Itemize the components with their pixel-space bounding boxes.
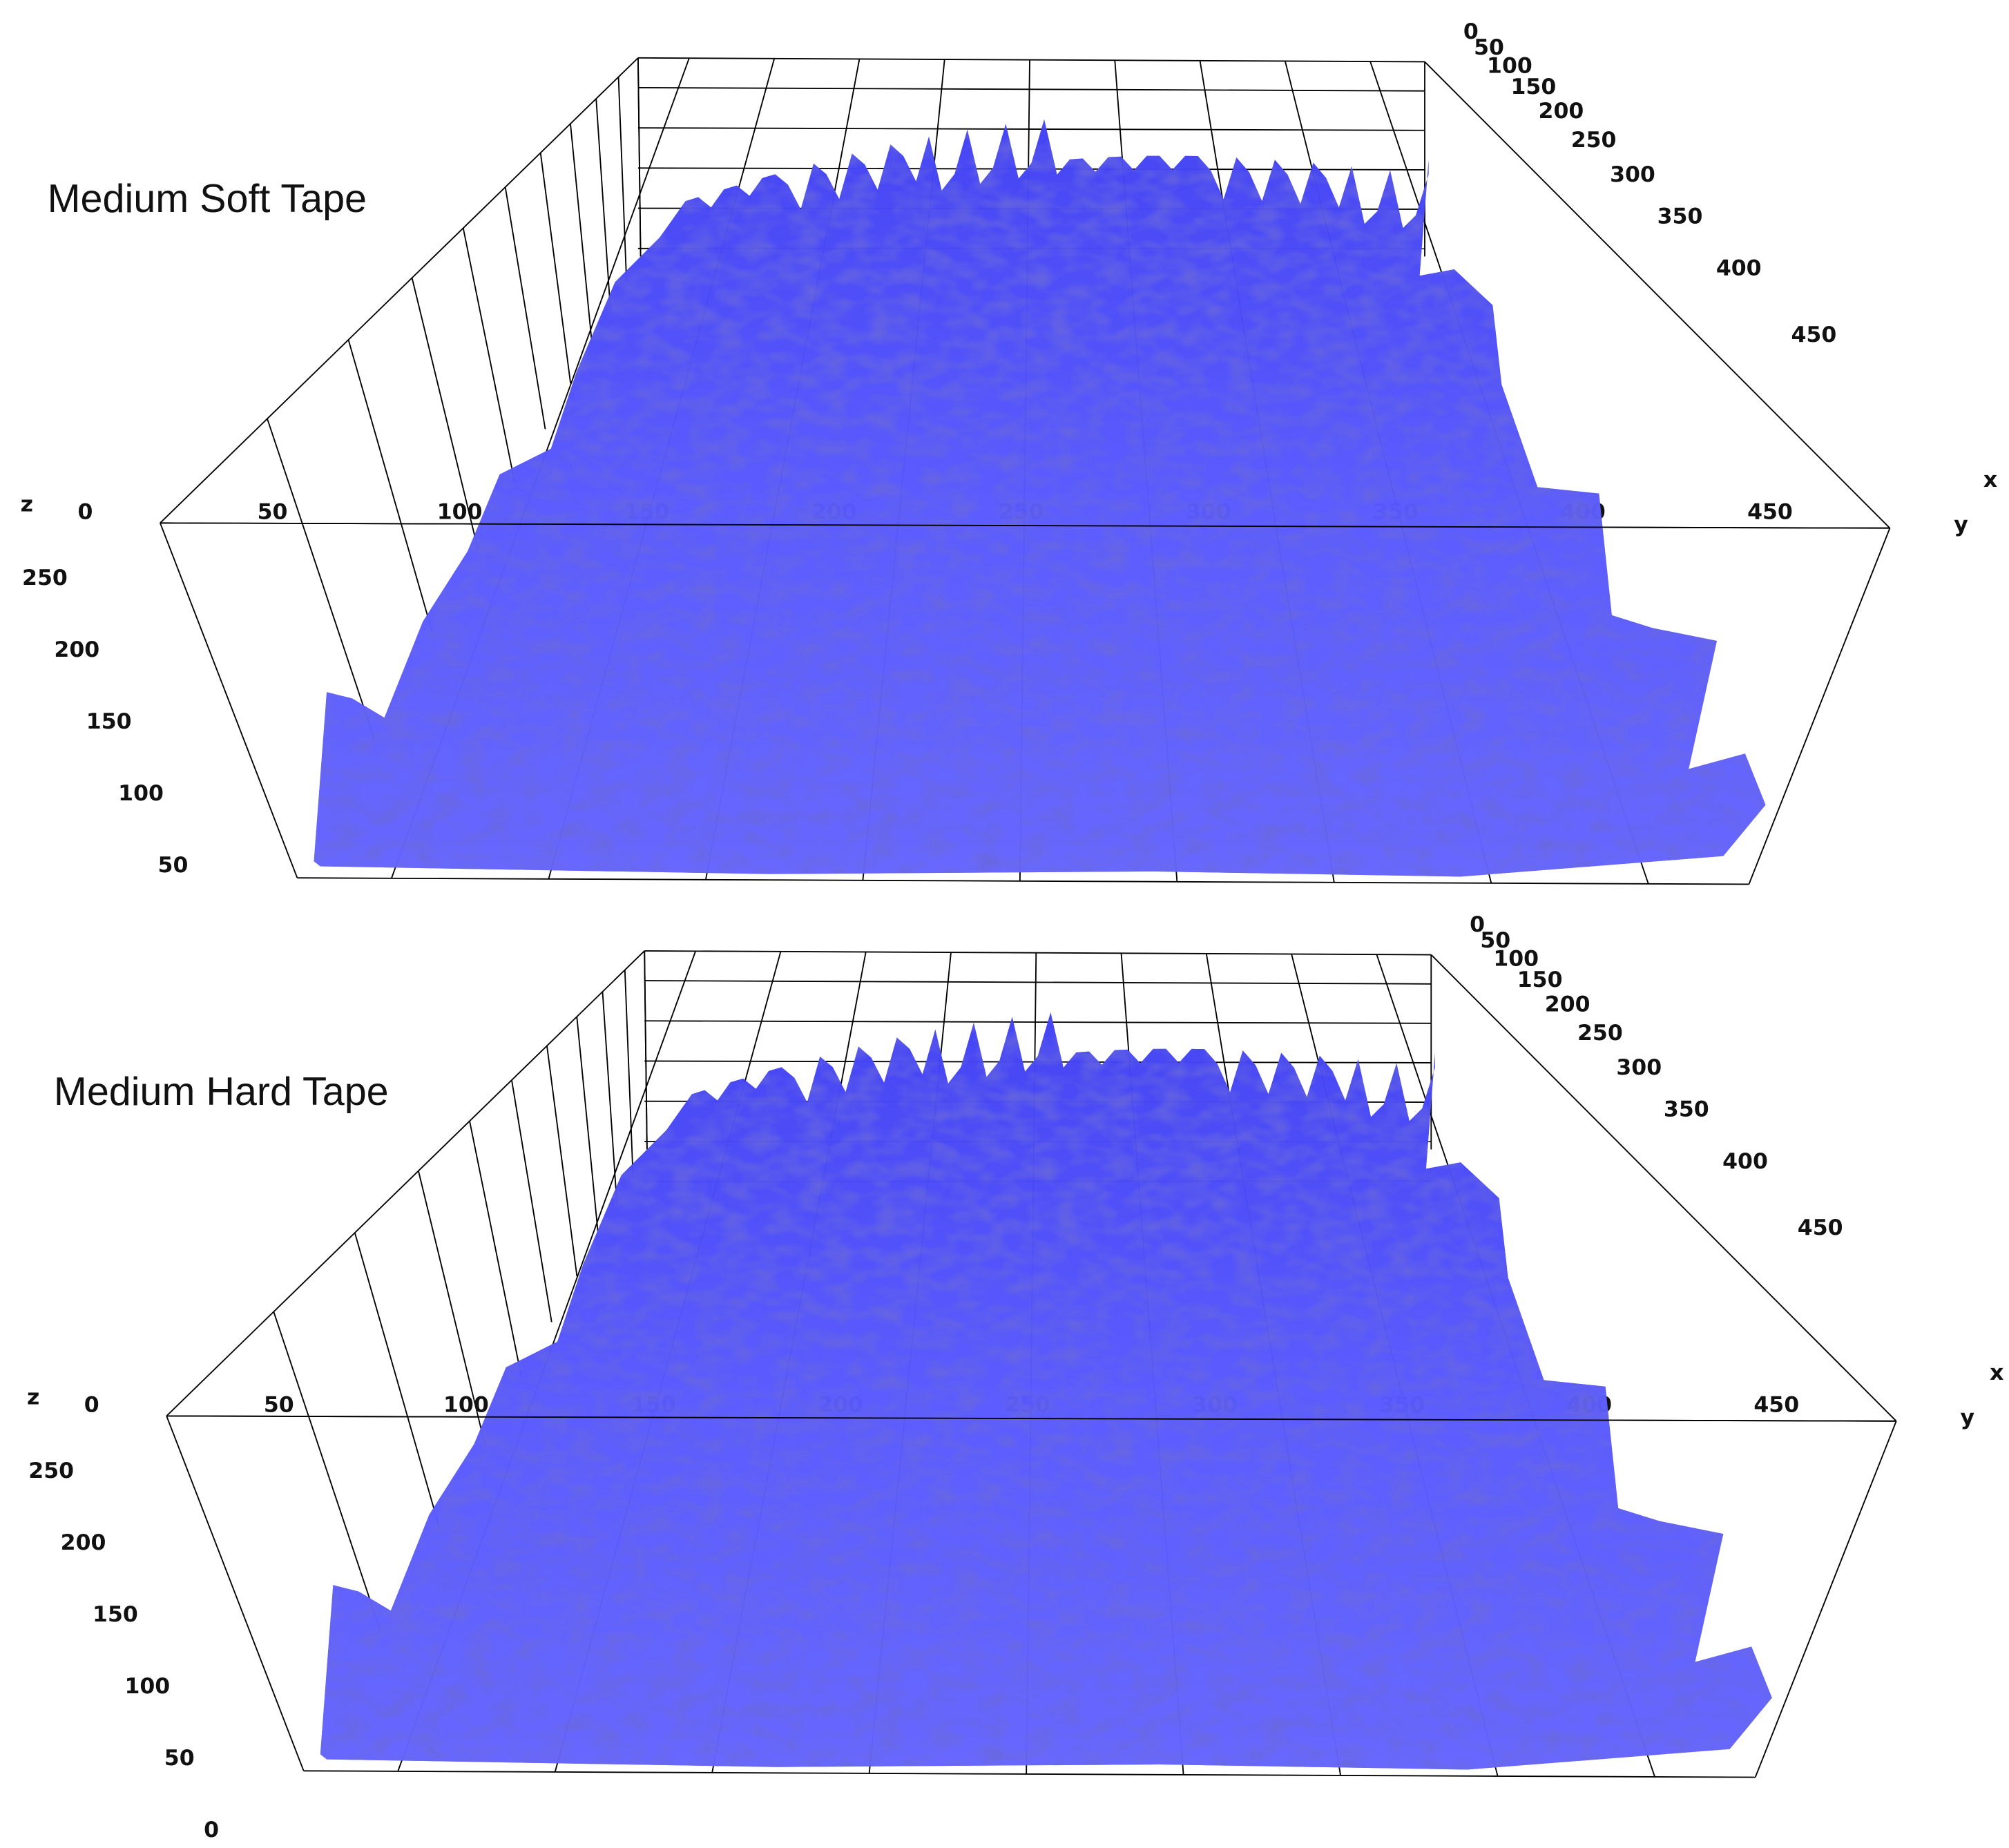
y-tick-label: 50 — [264, 1393, 294, 1418]
x-tick-label: 200 — [1545, 992, 1590, 1017]
box-edge — [1430, 954, 1897, 1422]
x-grid-line — [411, 278, 479, 551]
box-edge — [637, 57, 1425, 63]
z-tick-label: 200 — [61, 1530, 106, 1555]
z-grid-line — [644, 1020, 1432, 1024]
z-tick-label: 250 — [22, 566, 68, 590]
x-tick-label: 300 — [1610, 162, 1655, 187]
box-edge — [160, 522, 298, 878]
y-axis-label: y — [1954, 512, 1968, 537]
x-grid-line — [511, 1079, 552, 1322]
z-tick-label: 0 — [204, 1818, 219, 1842]
chart-title: Medium Soft Tape — [48, 177, 367, 221]
x-tick-label: 100 — [1487, 53, 1532, 78]
z-tick-label: 50 — [158, 853, 189, 878]
x-tick-label: 200 — [1539, 99, 1584, 124]
box-edge — [644, 950, 648, 1150]
y-tick-label: 0 — [84, 1393, 99, 1418]
x-tick-label: 50 — [1480, 928, 1510, 953]
z-axis-label: z — [21, 492, 33, 517]
x-tick-label: 400 — [1716, 256, 1762, 281]
x-grid-line — [469, 1121, 522, 1377]
z-tick-label: 100 — [124, 1674, 170, 1699]
x-tick-label: 50 — [1474, 35, 1504, 60]
x-grid-line — [417, 1171, 486, 1444]
box-edge — [166, 1415, 1896, 1422]
x-grid-line — [347, 339, 434, 634]
z-tick-label: 200 — [54, 637, 99, 662]
x-grid-line — [462, 228, 516, 484]
z-tick-label: 150 — [86, 709, 132, 734]
x-tick-label: 450 — [1798, 1215, 1843, 1240]
x-tick-label: 150 — [1510, 75, 1556, 99]
z-grid-line — [637, 87, 1425, 92]
y-axis-label: y — [1961, 1405, 1975, 1430]
x-grid-line — [602, 991, 618, 1204]
y-tick-label: 100 — [437, 499, 483, 524]
y-tick-label: 450 — [1747, 499, 1793, 524]
z-tick-label: 150 — [93, 1602, 138, 1627]
y-tick-label: 450 — [1753, 1393, 1799, 1418]
x-tick-label: 150 — [1517, 968, 1563, 992]
x-grid-line — [267, 418, 375, 739]
z-tick-label: 100 — [118, 781, 164, 806]
x-tick-label: 250 — [1577, 1021, 1623, 1046]
x-tick-label: 0 — [1470, 912, 1485, 937]
x-tick-label: 400 — [1722, 1149, 1768, 1174]
x-grid-line — [617, 77, 628, 282]
x-grid-line — [539, 153, 572, 384]
x-grid-line — [595, 98, 611, 311]
box-edge — [297, 877, 1749, 885]
x-grid-line — [546, 1046, 578, 1277]
box-edge — [166, 1416, 305, 1771]
x-grid-line — [570, 124, 593, 345]
panel: 0501001502002503003504004500501001502002… — [21, 19, 1997, 885]
chart-title: Medium Hard Tape — [54, 1070, 389, 1114]
z-axis-label: z — [27, 1385, 39, 1409]
box-edge — [637, 57, 642, 257]
box-edge — [1754, 1421, 1897, 1778]
box-edge — [166, 950, 645, 1417]
panel: 0501001502002503003504004500501001502002… — [27, 912, 2004, 1842]
x-tick-label: 100 — [1493, 946, 1539, 971]
box-edge — [644, 950, 1432, 956]
x-tick-label: 300 — [1616, 1055, 1662, 1080]
surface-shading — [314, 119, 1766, 877]
z-grid-line — [644, 980, 1432, 985]
surface-shading — [320, 1012, 1772, 1770]
x-grid-line — [273, 1311, 382, 1632]
box-edge — [160, 57, 639, 523]
x-tick-label: 350 — [1657, 204, 1703, 229]
x-tick-label: 250 — [1571, 128, 1617, 153]
y-tick-label: 0 — [78, 499, 93, 524]
box-edge — [303, 1770, 1756, 1778]
z-grid-line — [637, 127, 1425, 131]
z-tick-label: 50 — [164, 1746, 195, 1771]
box-edge — [1748, 528, 1891, 885]
box-edge — [1424, 61, 1891, 529]
box-edge — [160, 522, 1890, 529]
x-grid-line — [576, 1017, 599, 1238]
x-axis-label: x — [1983, 468, 1997, 492]
x-grid-line — [504, 186, 546, 430]
x-tick-label: 350 — [1664, 1097, 1709, 1122]
z-tick-label: 250 — [28, 1459, 74, 1483]
x-tick-label: 450 — [1791, 323, 1836, 347]
y-tick-label: 50 — [258, 499, 288, 524]
x-axis-label: x — [1990, 1360, 2003, 1385]
y-tick-label: 100 — [443, 1393, 489, 1418]
x-grid-line — [624, 970, 634, 1175]
x-grid-line — [354, 1232, 440, 1527]
x-tick-label: 0 — [1463, 19, 1479, 44]
